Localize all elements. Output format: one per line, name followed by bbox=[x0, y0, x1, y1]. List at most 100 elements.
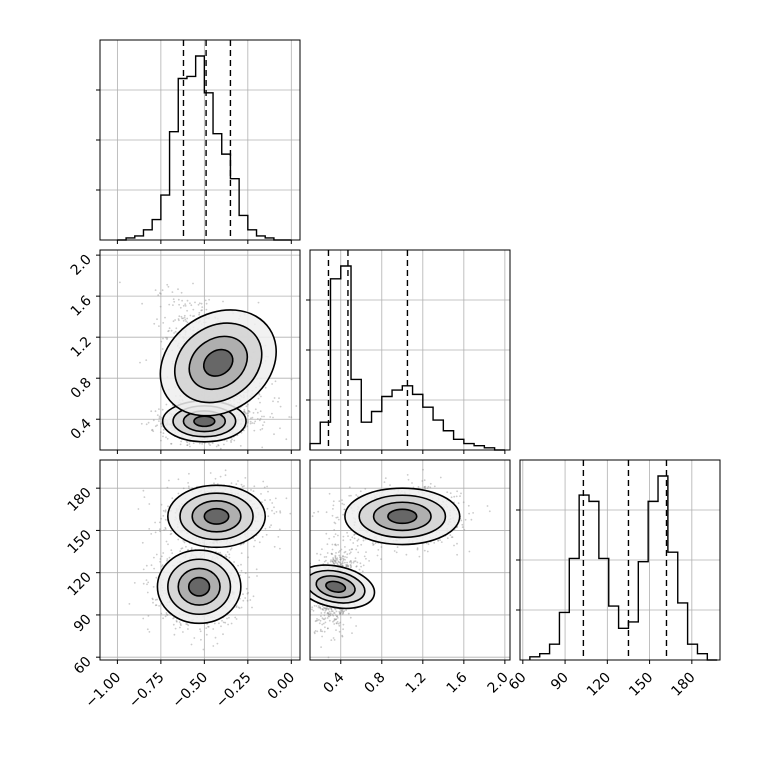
scatter-point bbox=[182, 304, 185, 307]
panel-border bbox=[99, 249, 301, 451]
scatter-point bbox=[175, 620, 178, 622]
scatter-point bbox=[439, 476, 442, 479]
scatter-point bbox=[340, 557, 342, 559]
scatter-point bbox=[240, 431, 243, 434]
scatter-point bbox=[192, 308, 195, 311]
scatter-point bbox=[333, 612, 336, 614]
scatter-point bbox=[182, 319, 185, 322]
scatter-point bbox=[446, 491, 449, 494]
scatter-point bbox=[334, 618, 336, 621]
scatter-point bbox=[340, 558, 342, 561]
contour-level-0.5 bbox=[193, 415, 216, 428]
scatter-point bbox=[166, 283, 169, 286]
scatter-point bbox=[350, 548, 353, 551]
scatter-point bbox=[152, 586, 155, 588]
scatter-point bbox=[189, 314, 192, 317]
scatter-point bbox=[338, 554, 341, 557]
scatter-point bbox=[242, 593, 244, 596]
scatter-point bbox=[240, 569, 243, 572]
scatter-point bbox=[319, 606, 321, 609]
scatter-point bbox=[365, 551, 367, 553]
scatter-point bbox=[269, 499, 271, 501]
scatter-point bbox=[259, 417, 262, 420]
scatter-point bbox=[331, 553, 334, 555]
scatter-point bbox=[314, 620, 317, 623]
scatter-point bbox=[341, 609, 343, 612]
scatter-point bbox=[168, 556, 171, 559]
scatter-point bbox=[423, 479, 426, 482]
scatter-point bbox=[285, 497, 288, 500]
scatter-point bbox=[332, 620, 334, 623]
scatter-point bbox=[313, 604, 316, 607]
scatter-point bbox=[344, 556, 346, 558]
scatter-point bbox=[165, 540, 168, 543]
scatter-point bbox=[133, 582, 136, 584]
scatter-point bbox=[273, 512, 276, 515]
scatter-point bbox=[250, 417, 252, 420]
scatter-point bbox=[357, 495, 359, 498]
scatter-point bbox=[158, 325, 160, 327]
scatter-point bbox=[261, 427, 264, 430]
scatter-point bbox=[160, 555, 163, 558]
scatter-point bbox=[165, 612, 168, 614]
scatter-point bbox=[335, 557, 337, 560]
scatter-point bbox=[423, 486, 426, 488]
scatter-point bbox=[171, 552, 174, 554]
scatter-point bbox=[177, 538, 180, 541]
scatter-point bbox=[262, 480, 265, 483]
scatter-point bbox=[320, 646, 322, 648]
scatter-point bbox=[146, 628, 149, 631]
scatter-point bbox=[250, 489, 252, 491]
scatter-point bbox=[342, 610, 344, 613]
scatter-point bbox=[159, 431, 162, 434]
scatter-point bbox=[330, 552, 333, 555]
scatter-point bbox=[213, 622, 216, 625]
scatter-point bbox=[156, 424, 159, 427]
scatter-point bbox=[201, 306, 204, 308]
scatter-point bbox=[180, 291, 183, 294]
scatter-point bbox=[395, 551, 398, 554]
scatter-point bbox=[159, 528, 161, 531]
scatter-point bbox=[148, 503, 151, 505]
scatter-point bbox=[200, 309, 203, 312]
scatter-point bbox=[321, 630, 324, 633]
scatter-point bbox=[164, 526, 167, 529]
scatter-point bbox=[343, 610, 346, 613]
scatter-point bbox=[346, 561, 348, 564]
scatter-point bbox=[368, 560, 370, 562]
scatter-point bbox=[184, 303, 187, 305]
scatter-point bbox=[197, 303, 200, 306]
scatter-point bbox=[208, 298, 211, 301]
scatter-point bbox=[158, 521, 161, 524]
scatter-point bbox=[277, 536, 280, 538]
scatter-point bbox=[258, 541, 261, 544]
scatter-point bbox=[162, 435, 164, 438]
scatter-point bbox=[340, 609, 343, 612]
scatter-point bbox=[158, 605, 161, 607]
scatter-point bbox=[421, 480, 424, 482]
scatter-point bbox=[234, 616, 237, 619]
scatter-point bbox=[322, 618, 325, 621]
scatter-point bbox=[316, 552, 318, 555]
scatter-point bbox=[162, 432, 165, 435]
scatter-point bbox=[424, 487, 427, 490]
scatter-point bbox=[346, 556, 348, 559]
scatter-point bbox=[455, 495, 458, 498]
scatter-point bbox=[332, 637, 335, 639]
scatter-point bbox=[353, 560, 356, 563]
scatter-point bbox=[212, 628, 215, 630]
scatter-point bbox=[264, 527, 267, 530]
scatter-point bbox=[255, 568, 258, 571]
scatter-point bbox=[190, 643, 193, 646]
scatter-point bbox=[186, 309, 189, 312]
scatter-point bbox=[365, 557, 367, 560]
scatter-point bbox=[248, 576, 251, 579]
hist-panel-0 bbox=[96, 39, 301, 241]
scatter-point bbox=[333, 535, 335, 538]
scatter-point bbox=[342, 535, 345, 538]
scatter-point bbox=[302, 599, 304, 601]
scatter-point bbox=[321, 623, 324, 626]
scatter-point bbox=[220, 625, 222, 628]
scatter-point bbox=[172, 304, 174, 306]
